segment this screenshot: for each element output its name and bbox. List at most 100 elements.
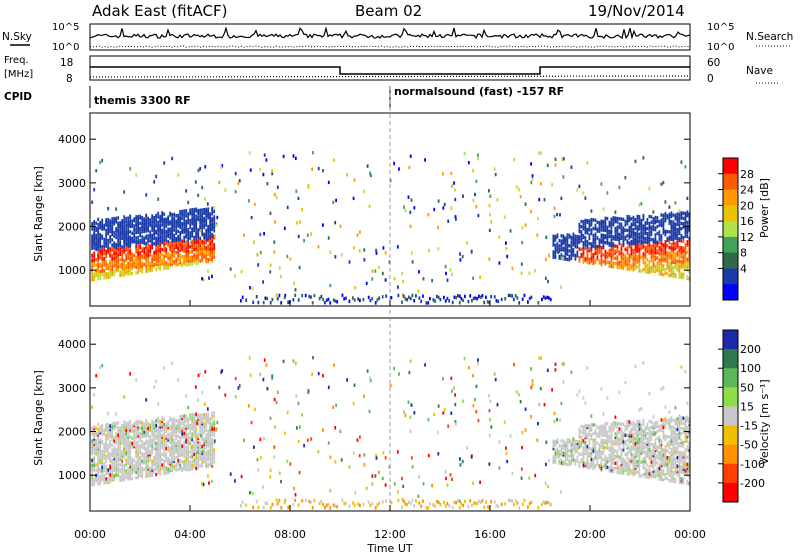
velocity-cell bbox=[187, 426, 190, 430]
power-cell bbox=[175, 231, 178, 235]
power-cell bbox=[582, 249, 585, 254]
power-cell bbox=[632, 257, 635, 262]
velocity-cell bbox=[169, 453, 172, 457]
power-cell bbox=[662, 259, 665, 263]
power-cell bbox=[199, 219, 202, 223]
power-cell bbox=[123, 190, 126, 194]
power-cell bbox=[632, 259, 635, 263]
velocity-cell bbox=[153, 461, 156, 465]
power-cell bbox=[117, 228, 120, 232]
power-cell bbox=[628, 258, 631, 263]
velocity-cell bbox=[608, 453, 611, 458]
velocity-cell bbox=[155, 429, 158, 433]
power-cell bbox=[297, 234, 300, 239]
power-cell bbox=[640, 234, 643, 238]
velocity-cell bbox=[189, 460, 192, 464]
power-cell bbox=[99, 243, 102, 247]
power-cell bbox=[345, 296, 347, 300]
power-cell bbox=[105, 239, 108, 243]
power-cell bbox=[648, 263, 651, 268]
power-cell bbox=[159, 248, 162, 252]
power-cell bbox=[329, 283, 332, 288]
velocity-cell bbox=[618, 427, 621, 431]
power-cell bbox=[99, 262, 102, 267]
power-cell bbox=[117, 239, 120, 243]
power-cell bbox=[199, 243, 202, 247]
velocity-cell bbox=[652, 432, 655, 437]
power-cell bbox=[582, 242, 585, 247]
power-cell bbox=[648, 242, 651, 247]
power-cell bbox=[211, 226, 214, 230]
velocity-cell bbox=[91, 474, 94, 478]
power-cell bbox=[155, 255, 158, 260]
power-cell bbox=[442, 206, 445, 210]
power-cell bbox=[269, 263, 272, 267]
velocity-cell bbox=[638, 453, 641, 457]
velocity-cell bbox=[105, 437, 108, 441]
power-cell bbox=[384, 278, 387, 282]
power-cell bbox=[592, 226, 595, 231]
power-cell bbox=[129, 230, 132, 234]
velocity-cell bbox=[656, 470, 659, 474]
velocity-cell bbox=[103, 474, 106, 478]
power-cell bbox=[425, 301, 428, 305]
power-cell bbox=[117, 265, 120, 269]
velocity-cell bbox=[139, 449, 142, 453]
velocity-cell bbox=[177, 434, 180, 438]
power-cell bbox=[640, 255, 643, 259]
power-cell bbox=[105, 240, 108, 245]
velocity-cell bbox=[177, 378, 180, 382]
power-cell bbox=[187, 247, 190, 251]
velocity-cell bbox=[203, 453, 206, 457]
velocity-cell bbox=[612, 461, 615, 465]
velocity-cell bbox=[554, 459, 557, 463]
velocity-cell bbox=[129, 426, 132, 430]
power-cell bbox=[401, 300, 403, 304]
power-cell bbox=[147, 269, 150, 273]
velocity-cell bbox=[588, 438, 591, 442]
power-cell bbox=[111, 246, 114, 251]
power-cell bbox=[670, 269, 673, 273]
power-cell bbox=[650, 265, 653, 270]
power-cell bbox=[185, 214, 188, 218]
velocity-cell bbox=[584, 435, 587, 440]
velocity-cell bbox=[111, 465, 114, 470]
power-cell bbox=[117, 237, 120, 241]
velocity-cell bbox=[191, 451, 194, 455]
power-cell bbox=[594, 223, 597, 228]
velocity-cell bbox=[143, 434, 146, 439]
power-cell bbox=[169, 260, 172, 264]
velocity-cell bbox=[107, 477, 110, 481]
velocity-cell bbox=[149, 440, 152, 445]
velocity-cell bbox=[199, 418, 202, 423]
power-cell bbox=[674, 241, 677, 246]
velocity-cell bbox=[640, 441, 643, 445]
power-cell bbox=[139, 240, 142, 245]
power-cell bbox=[171, 260, 174, 264]
velocity-cell bbox=[588, 452, 591, 456]
velocity-cell bbox=[213, 428, 216, 433]
power-cell bbox=[626, 262, 629, 266]
power-cell bbox=[163, 242, 166, 246]
power-cell bbox=[680, 274, 683, 278]
power-cell bbox=[666, 271, 669, 276]
velocity-cell bbox=[157, 402, 160, 406]
power-cell bbox=[612, 256, 615, 260]
power-cell bbox=[137, 256, 140, 261]
power-cell bbox=[293, 281, 295, 286]
power-cell bbox=[283, 295, 286, 300]
velocity-cell bbox=[636, 445, 639, 450]
power-cell bbox=[652, 262, 655, 266]
velocity-cell bbox=[636, 449, 639, 453]
velocity-cell bbox=[159, 419, 162, 424]
power-cell bbox=[618, 260, 621, 265]
velocity-cell bbox=[638, 408, 641, 412]
power-cell bbox=[672, 227, 675, 231]
velocity-cell bbox=[171, 446, 174, 450]
velocity-cell bbox=[610, 422, 613, 426]
power-cell bbox=[294, 156, 297, 161]
velocity-cell bbox=[163, 426, 166, 430]
velocity-cell bbox=[201, 423, 204, 428]
velocity-cell bbox=[125, 453, 128, 457]
power-cell bbox=[95, 247, 98, 252]
